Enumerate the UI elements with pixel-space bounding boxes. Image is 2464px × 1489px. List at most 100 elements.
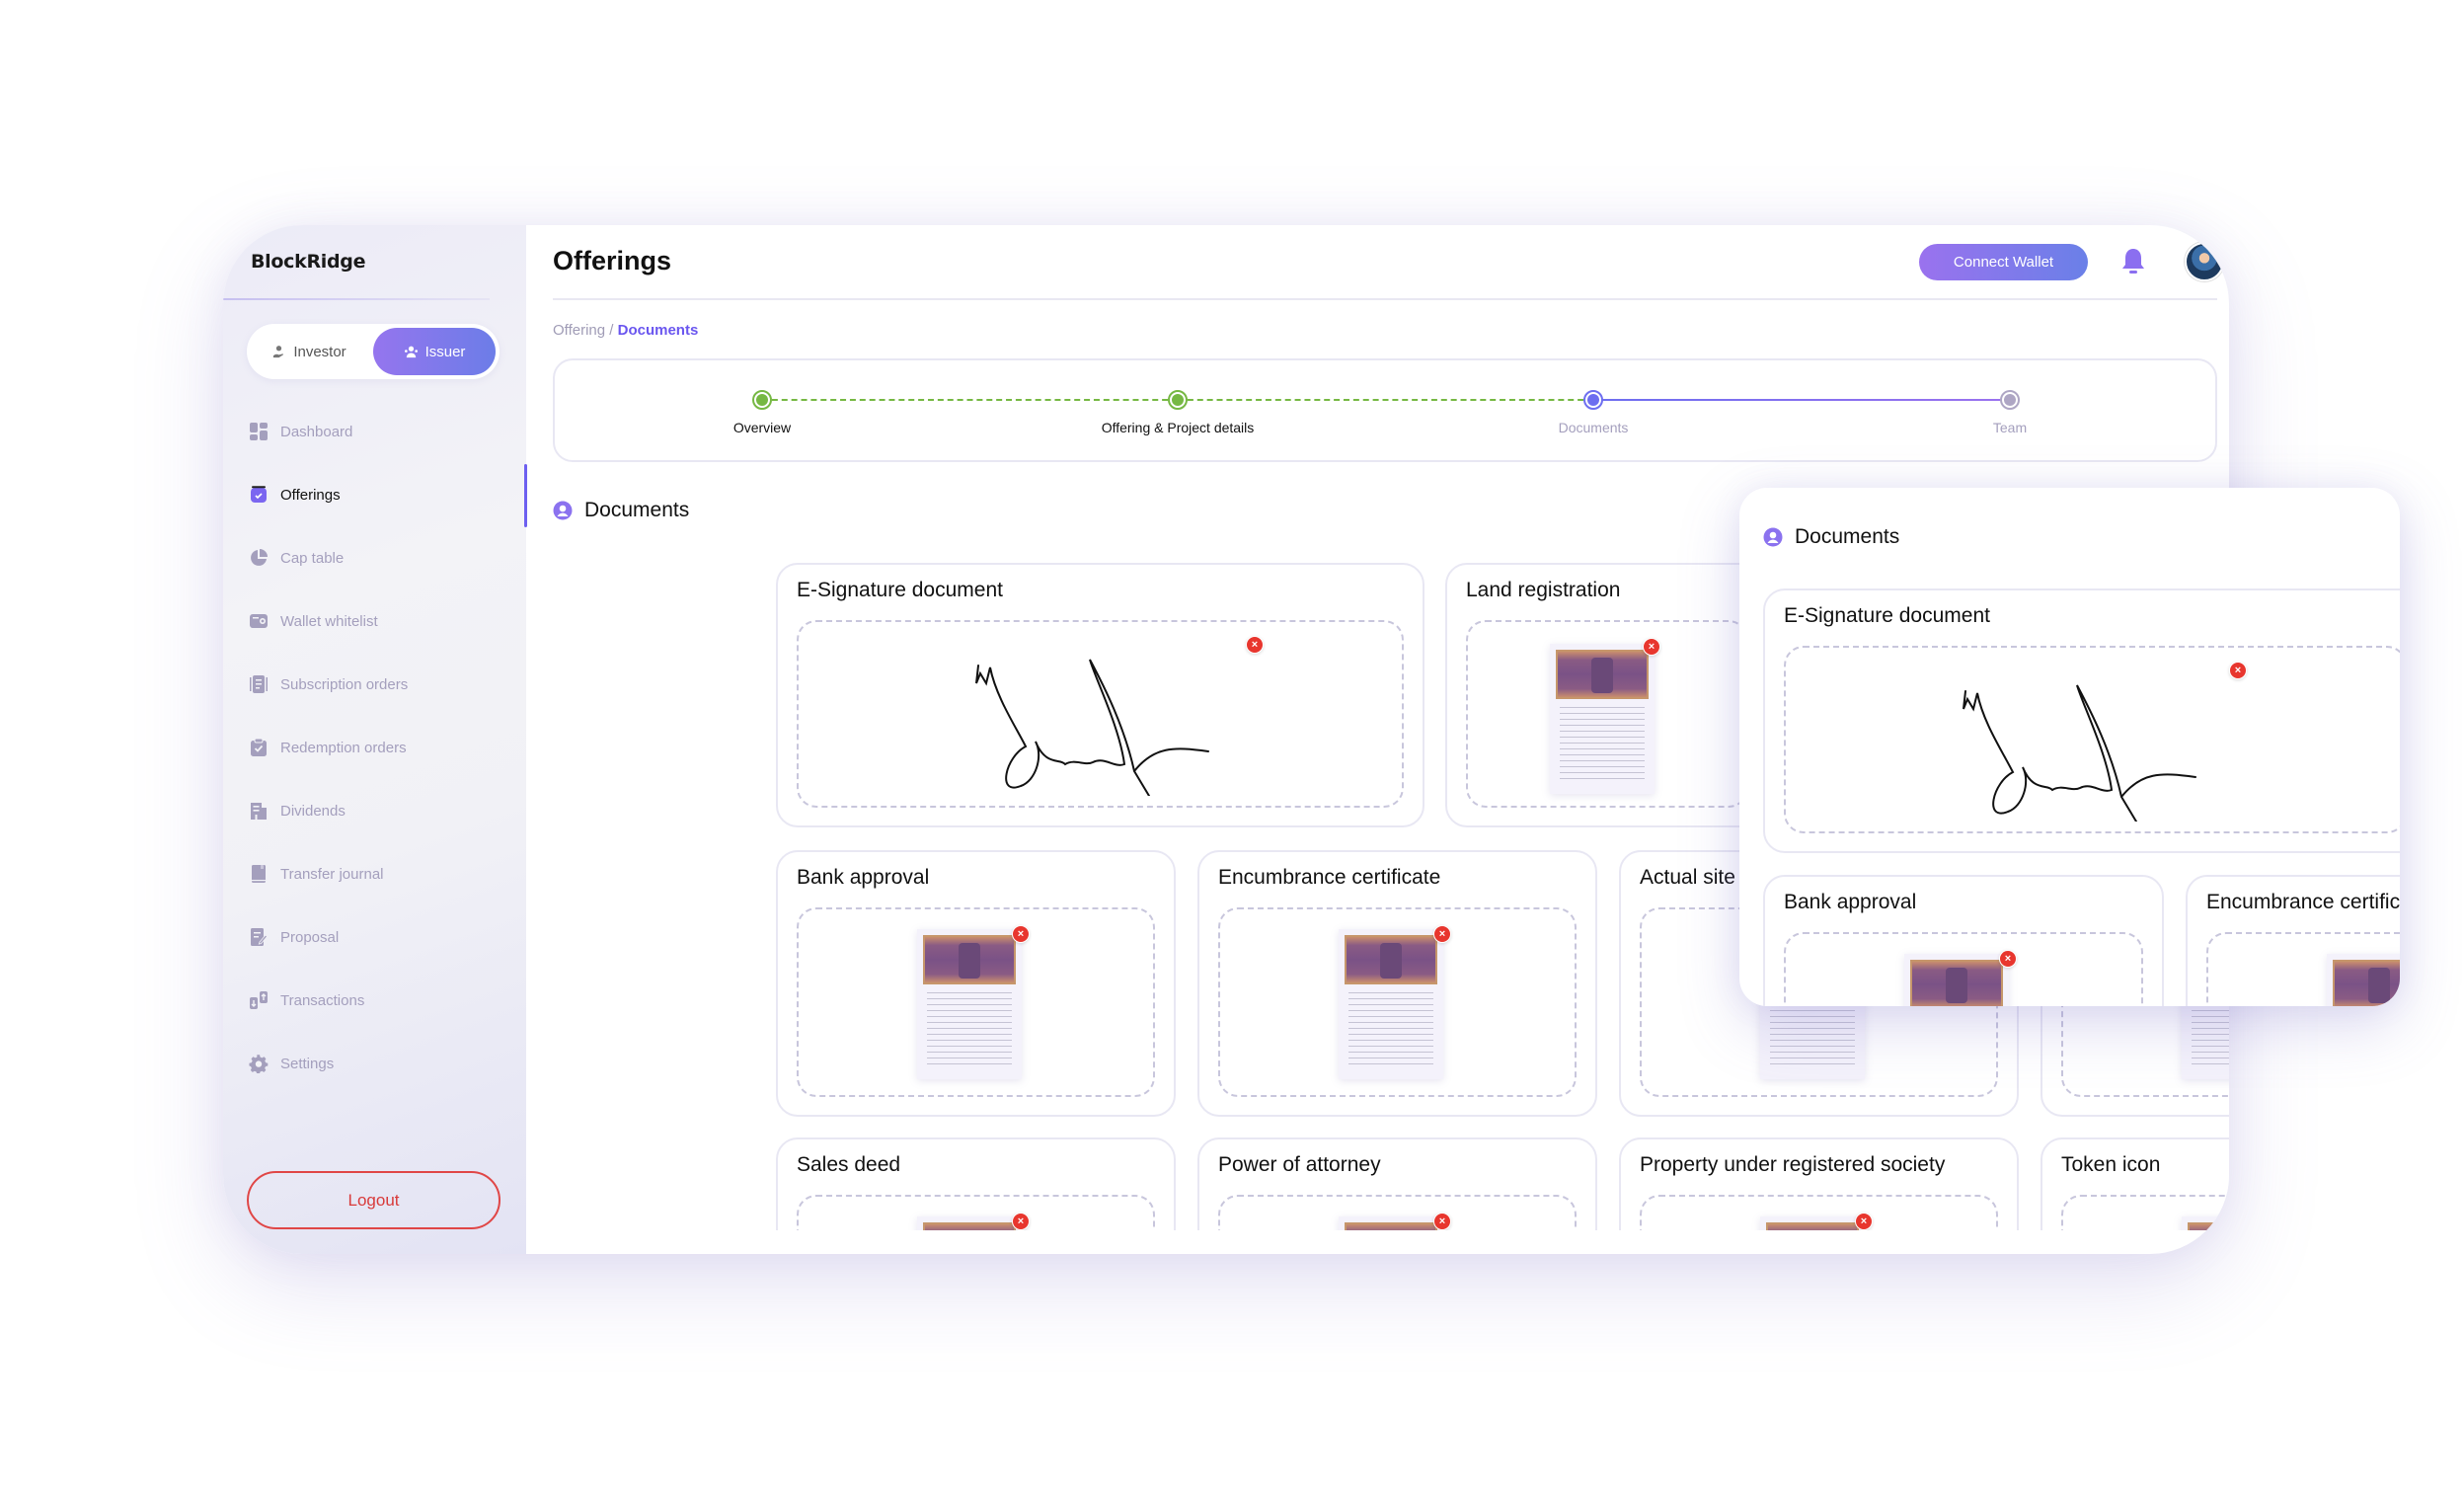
logout-button[interactable]: Logout: [247, 1171, 500, 1229]
sidebar-item-offerings[interactable]: Offerings: [249, 480, 341, 509]
doc-card-title: Encumbrance certificate: [1218, 866, 1441, 889]
gear-icon: [249, 1055, 269, 1073]
doc-card-title: E-Signature document: [797, 579, 1003, 601]
doc-card-power-of-attorney: Power of attorney ×: [1197, 1137, 1597, 1230]
sidebar-item-label: Redemption orders: [280, 739, 407, 756]
sidebar-item-proposal[interactable]: Proposal: [249, 922, 339, 952]
sidebar-item-transactions[interactable]: Transactions: [249, 985, 364, 1015]
upload-dropzone[interactable]: [1640, 1195, 1998, 1230]
breadcrumb-separator: /: [605, 322, 618, 339]
step-current-icon: [1583, 390, 1603, 410]
stamp-paper-thumbnail: [917, 1216, 1022, 1230]
section-title-text: Documents: [584, 499, 690, 521]
step-team[interactable]: Team: [1862, 390, 2158, 435]
upload-dropzone[interactable]: [2061, 1195, 2229, 1230]
clipboard-check-icon: [251, 738, 267, 756]
receipt-icon: [250, 675, 268, 693]
user-avatar[interactable]: [2185, 242, 2224, 281]
remove-document-button[interactable]: ×: [1999, 950, 2017, 968]
upload-dropzone[interactable]: [2206, 932, 2400, 1006]
sidebar-item-dashboard[interactable]: Dashboard: [249, 417, 352, 446]
user-circle-icon: [553, 501, 573, 520]
step-offering-project-details[interactable]: Offering & Project details: [1030, 390, 1326, 435]
doc-card-title: E-Signature document: [1784, 604, 1990, 627]
doc-card-token-icon: Token icon ×: [2040, 1137, 2229, 1230]
sidebar-item-label: Proposal: [280, 928, 340, 946]
upload-dropzone[interactable]: [797, 1195, 1155, 1230]
sidebar: BlockRidge Investor Issuer Dashboard Off…: [223, 225, 526, 1254]
sidebar-item-label: Transfer journal: [280, 865, 384, 883]
remove-document-button[interactable]: ×: [1433, 925, 1451, 943]
step-label: Offering & Project details: [1101, 420, 1255, 435]
upload-dropzone[interactable]: [797, 907, 1155, 1097]
sidebar-item-subscription-orders[interactable]: Subscription orders: [249, 669, 408, 699]
breadcrumb-current: Documents: [617, 322, 699, 339]
breadcrumb-parent[interactable]: Offering: [553, 322, 606, 339]
step-overview[interactable]: Overview: [614, 390, 910, 435]
step-connector: [762, 399, 1178, 401]
remove-document-button[interactable]: ×: [1012, 1213, 1030, 1230]
sidebar-item-label: Wallet whitelist: [280, 612, 378, 630]
step-upcoming-icon: [2000, 390, 2020, 410]
offerings-icon: [251, 486, 267, 503]
stamp-paper-thumbnail: [1550, 644, 1655, 794]
doc-card-title: Encumbrance certificate: [2206, 891, 2400, 913]
connect-wallet-button[interactable]: Connect Wallet: [1919, 244, 2088, 280]
step-completed-icon: [752, 390, 772, 410]
sidebar-item-transfer-journal[interactable]: Transfer journal: [249, 859, 384, 889]
step-connector: [1178, 399, 1593, 401]
remove-document-button[interactable]: ×: [1855, 1213, 1873, 1230]
popup-card-e-signature: E-Signature document ×: [1763, 588, 2400, 853]
wallet-icon: [250, 614, 268, 628]
popup-documents-heading: Documents: [1763, 525, 1899, 549]
stamp-paper-thumbnail: [1339, 929, 1443, 1079]
documents-zoom-popup: Documents E-Signature document × Bank ap…: [1739, 488, 2400, 1006]
doc-card-land-registration: Land registration ×: [1445, 563, 1769, 827]
remove-document-button[interactable]: ×: [1246, 636, 1264, 654]
stamp-paper-thumbnail: [2327, 954, 2400, 1006]
remove-document-button[interactable]: ×: [1012, 925, 1030, 943]
step-label: Overview: [732, 420, 792, 435]
sidebar-item-settings[interactable]: Settings: [249, 1049, 334, 1078]
active-nav-indicator: [524, 464, 527, 527]
documents-heading: Documents: [553, 499, 689, 522]
upload-dropzone[interactable]: [1784, 932, 2143, 1006]
signature-image: [1963, 684, 2196, 822]
step-documents[interactable]: Documents: [1445, 390, 1741, 435]
upload-dropzone[interactable]: [797, 620, 1404, 808]
breadcrumb: Offering / Documents: [553, 322, 698, 339]
building-icon: [251, 803, 267, 820]
upload-dropzone[interactable]: [1218, 1195, 1577, 1230]
sidebar-item-wallet-whitelist[interactable]: Wallet whitelist: [249, 606, 378, 636]
stamp-paper-thumbnail: [1339, 1216, 1443, 1230]
bell-icon[interactable]: [2120, 247, 2146, 276]
progress-stepper: Overview Offering & Project details Docu…: [553, 358, 2217, 462]
doc-card-title: Property under registered society: [1640, 1153, 1946, 1176]
sidebar-item-label: Subscription orders: [280, 675, 409, 693]
role-issuer-label: Issuer: [424, 343, 466, 360]
doc-card-sales-deed: Sales deed ×: [776, 1137, 1176, 1230]
sidebar-item-redemption-orders[interactable]: Redemption orders: [249, 733, 407, 762]
sidebar-item-label: Dashboard: [280, 423, 353, 440]
role-investor-button[interactable]: Investor: [255, 328, 363, 375]
upload-dropzone[interactable]: [1784, 646, 2400, 833]
role-issuer-button[interactable]: Issuer: [373, 328, 496, 375]
book-icon: [252, 865, 266, 883]
section-title-text: Documents: [1795, 525, 1900, 548]
user-circle-icon: [1763, 527, 1783, 547]
doc-card-title: Sales deed: [797, 1153, 901, 1176]
remove-document-button[interactable]: ×: [1433, 1213, 1451, 1230]
sidebar-item-label: Offerings: [280, 486, 341, 504]
role-toggle: Investor Issuer: [247, 324, 500, 379]
remove-document-button[interactable]: ×: [1643, 638, 1660, 656]
doc-card-title: Token icon: [2061, 1153, 2161, 1176]
investor-icon: [273, 345, 284, 357]
remove-document-button[interactable]: ×: [2229, 662, 2247, 679]
sidebar-item-cap-table[interactable]: Cap table: [249, 543, 344, 573]
stamp-paper-thumbnail: [2182, 1216, 2229, 1230]
upload-dropzone[interactable]: [1218, 907, 1577, 1097]
stamp-paper-thumbnail: [1904, 954, 2009, 1006]
sidebar-divider: [223, 298, 490, 300]
sidebar-item-dividends[interactable]: Dividends: [249, 796, 346, 825]
doc-card-title: Actual site: [1640, 866, 1735, 889]
